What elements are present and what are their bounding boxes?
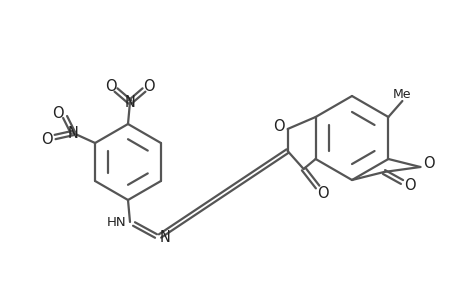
Text: O: O — [41, 131, 53, 146]
Text: N: N — [67, 125, 78, 140]
Text: N: N — [160, 230, 170, 245]
Text: O: O — [403, 178, 415, 193]
Text: O: O — [316, 187, 328, 202]
Text: O: O — [105, 79, 117, 94]
Text: O: O — [143, 79, 155, 94]
Text: O: O — [423, 155, 434, 170]
Text: O: O — [52, 106, 64, 121]
Text: O: O — [272, 118, 284, 134]
Text: Me: Me — [392, 88, 411, 100]
Text: N: N — [124, 94, 135, 110]
Text: HN: HN — [106, 215, 126, 229]
